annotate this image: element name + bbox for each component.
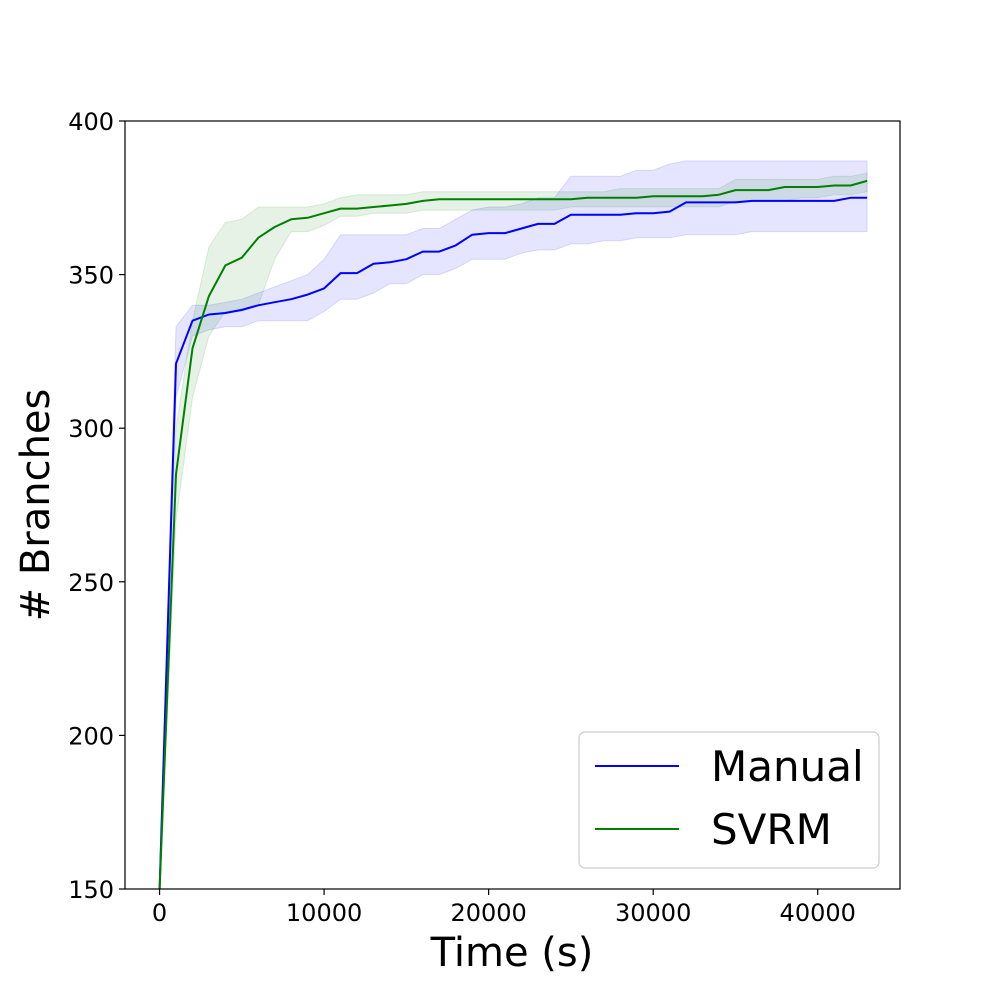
x-tick-label: 30000 bbox=[615, 899, 691, 927]
x-axis-ticks: 0 10000 20000 30000 40000 bbox=[152, 889, 856, 927]
x-tick-label: 20000 bbox=[450, 899, 526, 927]
band-manual bbox=[159, 160, 868, 890]
plot-frame bbox=[124, 120, 901, 890]
x-tick-label: 0 bbox=[152, 899, 167, 927]
series-lines bbox=[158, 179, 868, 890]
y-axis-ticks: 150 200 250 300 350 400 bbox=[68, 108, 125, 904]
x-tick-label: 40000 bbox=[780, 899, 856, 927]
y-tick-label: 200 bbox=[68, 722, 114, 750]
legend: Manual SVRM bbox=[578, 731, 880, 869]
y-tick-label: 350 bbox=[68, 262, 114, 290]
x-tick-label: 10000 bbox=[286, 899, 362, 927]
legend-label-manual: Manual bbox=[711, 742, 864, 791]
band-svrm bbox=[159, 172, 868, 890]
y-tick-label: 300 bbox=[68, 415, 114, 443]
x-axis-label: Time (s) bbox=[430, 930, 594, 976]
confidence-bands bbox=[159, 160, 868, 890]
y-axis-label: # Branches bbox=[13, 389, 59, 622]
y-tick-label: 150 bbox=[68, 876, 114, 904]
y-tick-label: 250 bbox=[68, 569, 114, 597]
y-tick-label: 400 bbox=[68, 108, 114, 136]
line-svrm bbox=[158, 179, 868, 890]
line-manual bbox=[158, 196, 868, 890]
legend-label-svrm: SVRM bbox=[711, 805, 832, 854]
